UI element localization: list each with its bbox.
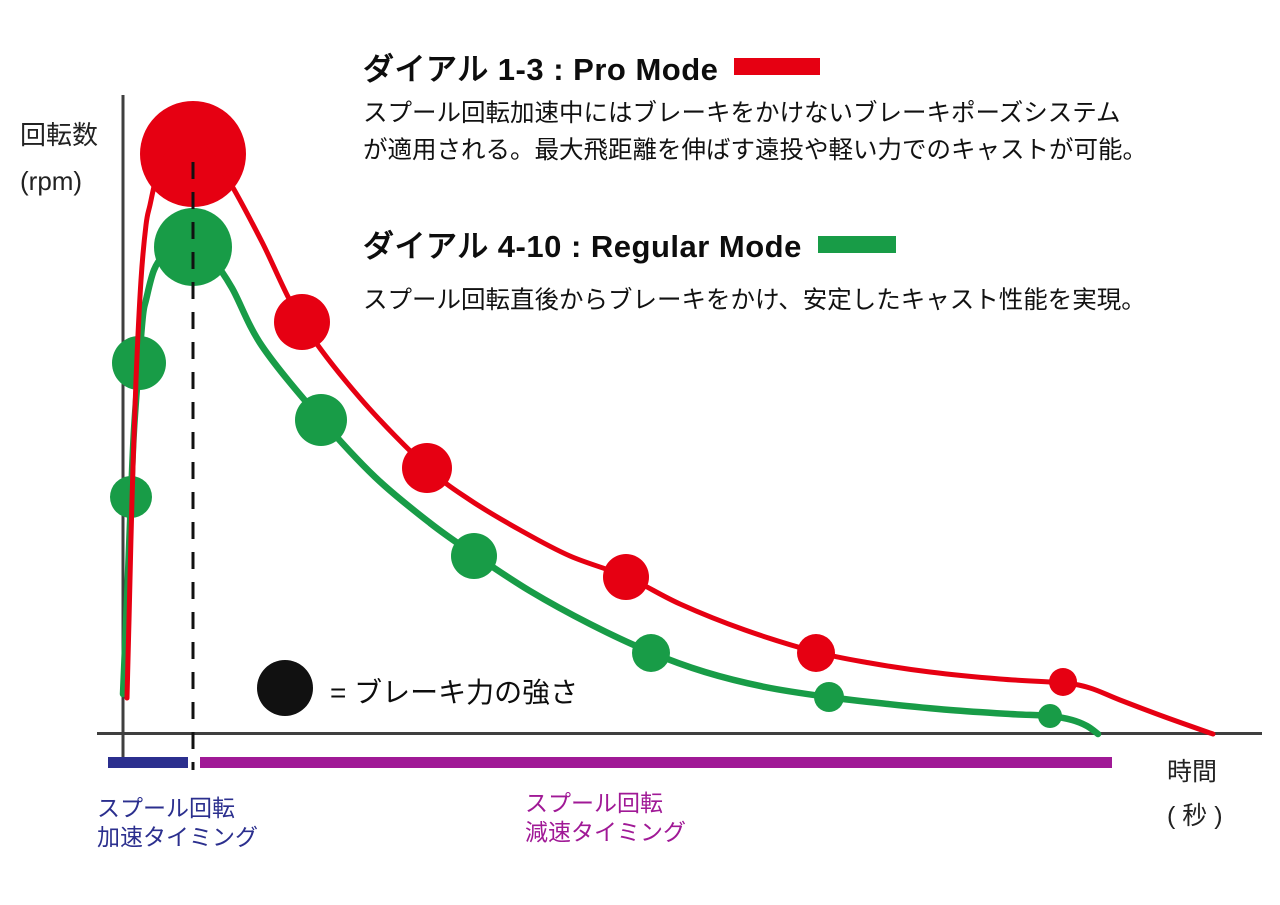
- brake-force-dot: [154, 208, 232, 286]
- brake-force-dot: [1038, 704, 1062, 728]
- regular-mode-title: ダイアル 4-10 : Regular Mode: [363, 229, 802, 264]
- pro-mode-description-line2: が適用される。最大飛距離を伸ばす遠投や軽い力でのキャストが可能。: [363, 137, 1147, 164]
- regular-mode-description: スプール回転直後からブレーキをかけ、安定したキャスト性能を実現。: [363, 287, 1146, 314]
- brake-force-dot: [274, 294, 330, 350]
- pro-mode-header: ダイアル 1-3 : Pro Mode: [363, 44, 821, 89]
- pro-mode-description: スプール回転加速中にはブレーキをかけないブレーキポーズシステム が適用される。最…: [363, 95, 1147, 169]
- acceleration-timing-label-line2: 加速タイミング: [97, 824, 258, 850]
- x-axis-label: 時間 ( 秒 ): [1167, 750, 1223, 838]
- deceleration-timing-label-line1: スプール回転: [525, 790, 663, 816]
- spool-acceleration-timing-bar: [108, 757, 188, 768]
- series-curve: [124, 138, 1216, 737]
- pro-mode-title: ダイアル 1-3 : Pro Mode: [363, 52, 719, 87]
- brake-force-dot-icon: [257, 660, 313, 716]
- brake-force-legend-text: = ブレーキ力の強さ: [330, 677, 579, 708]
- regular-mode-color-swatch: [817, 236, 896, 253]
- deceleration-timing-label: スプール回転 減速タイミング: [525, 789, 686, 847]
- brake-force-dot: [814, 682, 844, 712]
- brake-force-dot: [797, 634, 835, 672]
- deceleration-timing-label-line2: 減速タイミング: [525, 819, 686, 845]
- acceleration-timing-label-line1: スプール回転: [97, 795, 235, 821]
- brake-force-dot: [295, 394, 347, 446]
- y-axis-label-line1: 回転数: [20, 120, 99, 150]
- y-axis-label: 回転数 (rpm): [20, 112, 98, 204]
- brake-force-dot: [140, 101, 246, 207]
- brake-force-dot: [1049, 668, 1077, 696]
- brake-force-dot: [402, 443, 452, 493]
- brake-force-dot: [603, 554, 649, 600]
- pro-mode-description-line1: スプール回転加速中にはブレーキをかけないブレーキポーズシステム: [363, 100, 1121, 127]
- acceleration-timing-label: スプール回転 加速タイミング: [97, 794, 258, 852]
- series-curve: [119, 242, 1102, 738]
- y-axis-label-line2: (rpm): [20, 166, 83, 196]
- pro-mode-color-swatch: [734, 58, 821, 75]
- x-axis-label-line1: 時間: [1167, 758, 1218, 786]
- brake-force-dot: [632, 634, 670, 672]
- regular-mode-header: ダイアル 4-10 : Regular Mode: [363, 221, 896, 266]
- brake-force-dot: [451, 533, 497, 579]
- spool-deceleration-timing-bar: [200, 757, 1112, 768]
- x-axis-label-line2: ( 秒 ): [1167, 802, 1223, 830]
